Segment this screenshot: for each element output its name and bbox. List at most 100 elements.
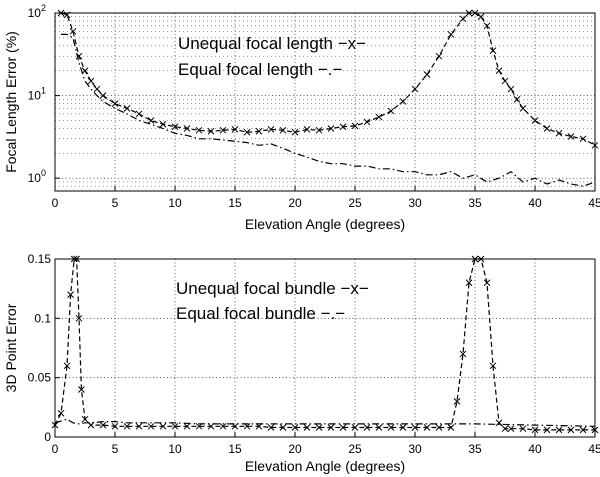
data-point-x-marker [555,129,563,137]
data-point-x-marker [81,67,89,75]
data-point-x-marker [303,424,311,431]
data-point-x-marker [327,424,335,431]
data-point-x-marker [483,279,491,287]
data-point-x-marker [501,425,509,433]
data-point-x-marker [243,128,251,136]
x-tick-label: 10 [168,442,182,456]
data-point-x-marker [171,422,179,430]
data-point-x-marker [447,424,455,431]
x-tick-label: 5 [112,196,119,210]
x-tick-label: 30 [408,442,422,456]
data-point-x-marker [489,47,497,55]
x-tick-label: 25 [348,196,362,210]
data-point-x-marker [351,424,359,431]
data-point-x-marker [303,126,311,133]
data-point-x-marker [147,422,155,430]
data-point-x-marker [255,127,263,135]
data-point-x-marker [159,120,167,128]
data-point-x-marker [555,426,563,434]
data-point-x-marker [183,422,191,430]
series-line-0 [60,12,596,146]
data-point-x-marker [579,426,587,434]
data-point-x-marker [123,105,131,112]
point-x-axis-label: Elevation Angle (degrees) [245,458,405,474]
focal-y-ticks: 100 101 102 [28,3,60,185]
data-point-x-marker [483,22,491,30]
x-tick-label: 30 [408,196,422,210]
x-tick-label: 0 [52,442,59,456]
data-point-x-marker [531,426,539,434]
data-point-x-marker [267,424,275,431]
point-x-ticks: 0 5 10 15 20 25 30 35 40 45 [52,432,600,456]
data-point-x-marker [81,415,89,423]
focal-x-axis-label: Elevation Angle (degrees) [245,216,405,232]
data-point-x-marker [501,77,509,85]
y-tick-label: 0.05 [28,371,52,385]
data-point-x-marker [375,424,383,431]
data-point-x-marker [459,15,467,23]
focal-legend: Unequal focal length −x− Equal focal len… [178,34,366,79]
x-tick-label: 5 [112,442,119,456]
x-tick-label: 20 [288,442,302,456]
x-tick-label: 40 [528,442,542,456]
data-point-x-marker [411,85,419,93]
y-tick-label: 0.15 [28,252,52,266]
y-tick-label: 0 [44,430,51,444]
data-point-x-marker [195,126,203,134]
data-point-x-marker [579,135,587,143]
data-point-x-marker [513,96,521,103]
data-point-x-marker [267,126,275,133]
data-point-x-marker [159,422,167,430]
y-tick-label: 102 [28,3,46,20]
data-point-x-marker [339,123,347,131]
y-tick-label: 101 [28,86,46,103]
data-point-x-marker [87,77,95,85]
data-point-x-marker [495,419,503,427]
data-point-x-marker [111,100,119,107]
x-tick-label: 35 [468,196,482,210]
data-point-x-marker [351,122,359,130]
data-point-x-marker [567,133,575,140]
data-point-x-marker [519,105,527,112]
focal-length-error-chart: 0 5 10 15 20 25 30 35 40 45 100 101 102 Elevation A… [3,3,600,232]
data-point-x-marker [183,125,191,132]
data-point-x-marker [171,123,179,131]
data-point-x-marker [327,125,335,132]
data-point-x-marker [67,291,74,298]
data-point-x-marker [339,424,347,431]
data-point-x-marker [375,113,383,121]
data-point-x-marker [315,126,323,134]
x-tick-label: 0 [52,196,59,210]
data-point-x-marker [147,117,155,124]
data-point-x-marker [543,426,551,434]
x-tick-label: 15 [228,442,242,456]
y-tick-label: 100 [28,168,46,185]
data-point-x-marker [231,126,239,133]
data-point-x-marker [495,67,503,75]
data-point-x-marker [567,426,575,434]
x-tick-label: 40 [528,196,542,210]
legend-entry-equal-focal-bundle: Equal focal bundle −.− [176,304,345,323]
data-point-x-marker [135,110,143,118]
data-point-x-marker [423,71,431,78]
data-point-x-marker [207,127,215,135]
data-point-x-marker [531,117,539,124]
focal-y-axis-label: Focal Length Error (%) [3,31,19,173]
legend-entry-equal-focal-length: Equal focal length −.− [178,60,343,79]
data-point-x-marker [459,350,467,358]
data-point-x-marker [78,386,85,393]
data-point-x-marker [111,422,119,430]
data-point-x-marker [57,409,65,417]
point-grid [55,259,595,437]
legend-entry-unequal-focal-length: Unequal focal length −x− [178,34,366,53]
data-point-x-marker [69,27,77,35]
point-legend: Unequal focal bundle −x− Equal focal bun… [176,279,369,323]
data-point-x-marker [399,98,407,105]
data-point-x-marker [411,424,419,431]
data-point-x-marker [63,362,71,370]
y-tick-label: 0.1 [34,311,51,325]
point-y-axis-label: 3D Point Error [3,303,19,392]
x-tick-label: 45 [588,196,600,210]
focal-series [57,9,599,187]
x-tick-label: 10 [168,196,182,210]
